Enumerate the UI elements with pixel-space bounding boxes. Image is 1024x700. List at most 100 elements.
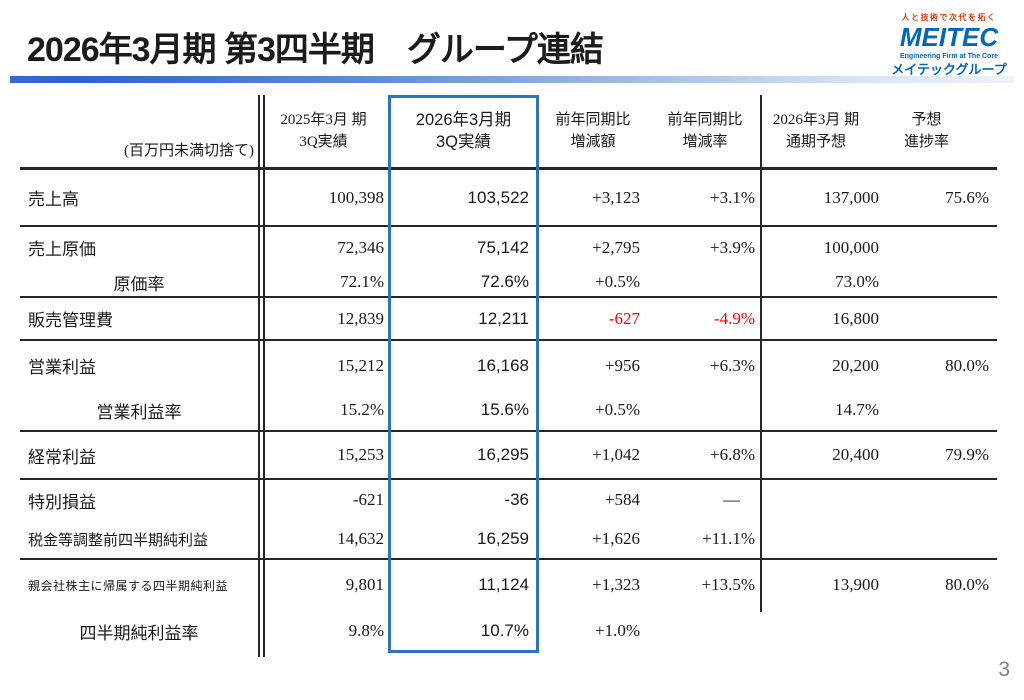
cell-value: +1,626 [592,529,640,548]
col-header-yoy-rate: 前年同期比 増減率 [648,95,762,167]
col-header-line1: 2025年3月 期 [280,112,367,128]
cell-value: 14,632 [337,529,384,548]
cell-value: +1.0% [595,621,640,640]
cell-value: +956 [604,355,640,375]
row-label: 営業利益 [28,358,96,377]
cell-value [890,390,997,430]
cell-value: +6.3% [710,355,755,375]
cell-value: -621 [352,490,384,509]
cell-value [648,610,762,652]
cell-value: 11,124 [478,575,529,594]
cell-value: +2,795 [592,237,640,257]
title-divider-bar [10,76,1014,83]
col-header-line2: 3Q実績 [435,133,491,151]
cell-value: 12,839 [337,308,384,328]
cell-value: 80.0% [945,355,989,375]
col-header-line1: 前年同期比 [555,112,631,128]
cell-value: 100,398 [328,187,384,207]
cell-value [890,520,997,558]
cell-value: 16,800 [832,308,879,328]
table-row-operating-income: 営業利益 15,212 16,168 +956 +6.3% 20,200 80.… [20,341,997,390]
cell-value: 12,211 [478,308,529,328]
current-quarter-highlight-box [388,95,539,653]
cell-value: 80.0% [945,575,989,594]
cell-value [890,298,997,339]
row-label: 営業利益率 [96,402,182,422]
col-header-progress-rate: 予想 進捗率 [890,95,997,167]
cell-value: +6.8% [710,445,755,464]
page-number: 3 [998,658,1010,681]
cell-value: 15.2% [340,400,384,419]
cell-value: 72.6% [480,272,529,291]
table-row-extraordinary-items: 特別損益 -621 -36 +584 — [20,480,997,520]
logo-brand: MEITEC [899,22,999,53]
col-header-line2: 進捗率 [903,134,949,150]
col-header-fy2026-3q: 2026年3月期 3Q実績 [389,95,538,167]
table-row-income-before-taxes: 税金等調整前四半期純利益 14,632 16,259 +1,626 +11.1% [20,520,997,560]
forecast-column-separator [760,95,762,612]
cell-value: +11.1% [702,529,755,548]
cell-value: +3,123 [592,187,640,207]
col-header-line2: 増減額 [570,134,616,150]
col-header-fy2025-3q: 2025年3月 期 3Q実績 [258,95,389,167]
row-label: 税金等調整前四半期純利益 [28,532,209,549]
cell-value: 16,168 [477,355,529,375]
col-header-line2: 増減率 [682,134,728,150]
label-column-double-separator [258,95,265,657]
table-row-cost-ratio: 原価率 72.1% 72.6% +0.5% 73.0% [20,268,997,298]
logo-tagline: 人と技術で次代を拓く [901,13,997,22]
cell-value: 103,522 [467,187,529,207]
cell-value: 15,212 [337,355,384,375]
meitec-logo: 人と技術で次代を拓く MEITEC Engineering Firm at Th… [886,13,1012,78]
cell-value: 20,200 [832,355,879,375]
cell-value-dash: — [723,490,740,509]
row-label: 販売管理費 [28,311,113,330]
cell-value: 100,000 [823,237,879,257]
cell-value [890,227,997,268]
col-header-line1: 前年同期比 [667,112,743,128]
row-label: 原価率 [113,274,165,294]
cell-value: 9.8% [348,621,384,640]
cell-value [648,390,762,430]
cell-value: 10.7% [480,621,529,640]
cell-value: +0.5% [595,272,640,291]
cell-value: 75,142 [477,237,529,257]
cell-value: 75.6% [945,187,989,207]
col-header-yoy-amount: 前年同期比 増減額 [538,95,648,167]
table-row-net-sales: 売上高 100,398 103,522 +3,123 +3.1% 137,000… [20,170,997,227]
cell-value-negative: -627 [608,308,640,328]
row-label: 売上高 [28,190,79,209]
col-header-line1: 予想 [911,112,942,128]
logo-subtitle: Engineering Firm at The Core [899,53,998,61]
cell-value: +1,042 [592,445,640,464]
cell-value: +3.1% [710,187,755,207]
cell-value: 15.6% [480,400,529,419]
row-label: 特別損益 [28,492,96,512]
table-row-net-income-attributable-to-parent: 親会社株主に帰属する四半期純利益 9,801 11,124 +1,323 +13… [20,560,997,610]
cell-value [762,610,890,652]
table-row-ordinary-income: 経常利益 15,253 16,295 +1,042 +6.8% 20,400 7… [20,432,997,480]
cell-value: +1,323 [592,575,640,594]
cell-value: +3.9% [710,237,755,257]
table-header-row: (百万円未満切捨て) 2025年3月 期 3Q実績 2026年3月期 3Q実績 … [20,95,997,170]
cell-value: 72,346 [337,237,384,257]
cell-value: 73.0% [835,272,879,291]
cell-value [890,268,997,296]
cell-value: 72.1% [340,272,384,291]
financial-table: (百万円未満切捨て) 2025年3月 期 3Q実績 2026年3月期 3Q実績 … [20,95,997,652]
cell-value [762,520,890,558]
col-header-line1: 2026年3月 期 [772,112,860,128]
cell-value: 137,000 [823,187,879,207]
col-header-line2: 通期予想 [785,134,846,150]
row-label: 四半期純利益率 [79,623,199,643]
cell-value: 15,253 [337,445,384,464]
cell-value: 20,400 [832,445,879,464]
row-label: 経常利益 [28,447,96,467]
table-row-cost-of-sales: 売上原価 72,346 75,142 +2,795 +3.9% 100,000 [20,227,997,268]
table-row-sga-expenses: 販売管理費 12,839 12,211 -627 -4.9% 16,800 [20,298,997,341]
col-header-full-year-forecast: 2026年3月 期 通期予想 [762,95,890,167]
cell-value: 9,801 [345,575,384,594]
logo-group-name: メイテックグループ [891,62,1007,78]
cell-value: +584 [604,490,640,509]
